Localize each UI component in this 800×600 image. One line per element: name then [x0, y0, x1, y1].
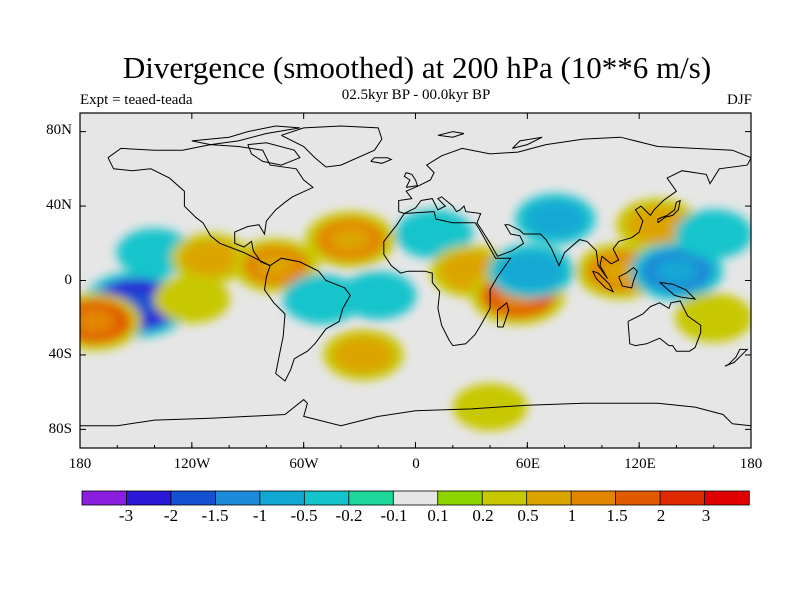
field-cell — [350, 278, 407, 313]
coastline — [281, 125, 383, 168]
field-cell — [684, 300, 743, 336]
coastline — [383, 211, 512, 347]
coastline — [403, 171, 419, 188]
colorbar-swatch — [481, 490, 528, 506]
field-cell — [525, 200, 586, 238]
coastline — [657, 199, 681, 224]
x-tick-label: 60E — [515, 456, 541, 472]
coastline — [107, 144, 314, 267]
contour-field — [80, 193, 751, 431]
period-label: 02.5kyr BP - 00.0kyr BP — [341, 87, 491, 103]
colorbar-swatch — [615, 490, 661, 506]
x-tick-label: 120W — [173, 456, 211, 472]
coastline — [592, 270, 615, 293]
colorbar-label: 0.1 — [427, 506, 449, 525]
colorbar-label: 2 — [656, 506, 666, 525]
coastline — [370, 157, 393, 164]
field-cell — [462, 390, 518, 424]
field-core — [257, 254, 294, 277]
colorbar-label: 3 — [701, 506, 711, 525]
colorbar-swatch — [259, 490, 306, 506]
colorbar-swatch — [392, 490, 439, 506]
y-tick-label: 80N — [46, 122, 72, 138]
colorbar-swatch — [437, 490, 483, 506]
coastline — [437, 131, 465, 138]
colorbar-swatch — [570, 490, 617, 506]
coastline — [247, 142, 301, 166]
coastline — [627, 300, 702, 352]
y-tick-label: 40N — [46, 197, 72, 213]
x-tick-label: 0 — [412, 456, 420, 472]
y-tick-label: 0 — [64, 272, 73, 288]
colorbar-swatch — [170, 490, 217, 506]
coastline — [80, 398, 751, 427]
y-tick-label: 80S — [48, 421, 72, 437]
colorbar-swatch — [214, 490, 261, 506]
field-blobs — [80, 193, 751, 431]
colorbar-label: -3 — [118, 506, 134, 525]
coastline — [724, 348, 749, 367]
field-core — [601, 259, 640, 283]
axis-ticks — [79, 113, 752, 448]
field-cell — [292, 281, 352, 318]
x-tick-label: 120E — [624, 456, 656, 472]
coastline — [263, 257, 351, 382]
colorbar-swatch — [526, 490, 572, 506]
field-core — [512, 260, 550, 283]
x-tick-label: 180 — [739, 456, 763, 472]
coastline — [512, 136, 543, 149]
colorbar-label: 1 — [567, 506, 577, 525]
coastline — [191, 125, 300, 146]
colorbar-label: 0.5 — [517, 506, 539, 525]
x-tick-label: 60W — [289, 456, 319, 472]
colorbar-swatch — [659, 490, 706, 506]
colorbar-label: -0.1 — [380, 506, 408, 525]
coastline — [659, 281, 697, 300]
field-core — [330, 227, 370, 252]
coastlines — [80, 125, 751, 427]
colorbar-label: -1 — [252, 506, 268, 525]
field-cell — [405, 216, 463, 252]
y-tick-label: 40S — [48, 346, 72, 362]
colorbar-swatch — [81, 490, 128, 506]
colorbar-swatch — [348, 490, 394, 506]
field-cell — [126, 235, 183, 270]
colorbar-swatch — [303, 490, 350, 506]
colorbar-label: -1.5 — [201, 506, 229, 525]
field-cell — [684, 216, 743, 252]
coastline — [398, 136, 751, 279]
colorbar-swatch — [704, 490, 750, 506]
coastline — [618, 266, 638, 289]
field-cell — [163, 281, 220, 317]
experiment-label: Expt = teaed-teada — [80, 92, 193, 108]
colorbar-label: 1.5 — [606, 506, 628, 525]
coastline — [497, 301, 510, 328]
field-core — [656, 259, 697, 284]
field-core — [80, 309, 115, 334]
colorbar-label: 0.2 — [472, 506, 494, 525]
x-tick-label: 180 — [68, 456, 92, 472]
colorbar-label: -0.5 — [290, 506, 318, 525]
field-cell — [333, 336, 394, 374]
colorbar-label: -0.2 — [335, 506, 363, 525]
colorbar-label: -2 — [163, 506, 179, 525]
season-label: DJF — [726, 92, 752, 108]
map-title: Divergence (smoothed) at 200 hPa (10**6 … — [122, 50, 712, 85]
colorbar-swatch — [126, 490, 172, 506]
colorbar — [81, 490, 750, 506]
field-cell — [180, 240, 240, 277]
